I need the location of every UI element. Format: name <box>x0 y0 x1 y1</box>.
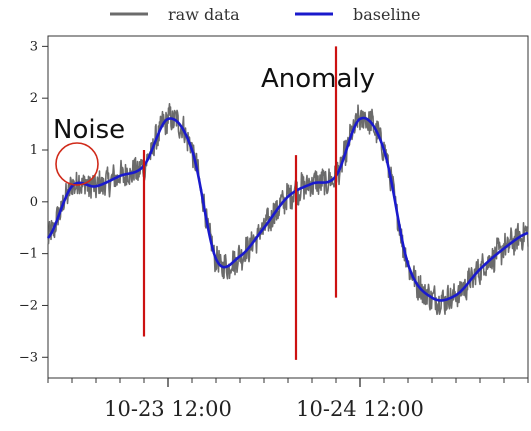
anomaly-annotation: Anomaly <box>261 64 375 94</box>
y-tick-label: −2 <box>19 298 38 313</box>
legend: raw data baseline <box>110 5 420 24</box>
series-raw-data <box>47 103 529 316</box>
y-tick-label: −1 <box>19 247 38 262</box>
y-axis: 3 2 1 0 −1 −2 −3 <box>19 39 48 365</box>
x-axis: 10-23 12:00 10-24 12:00 <box>47 378 529 421</box>
y-tick-label: −3 <box>19 350 38 365</box>
noise-annotation: Noise <box>53 115 125 145</box>
anomaly-markers <box>142 46 338 360</box>
y-tick-label: 0 <box>30 195 38 210</box>
baseline-line <box>47 116 529 302</box>
y-tick-label: 2 <box>30 91 38 106</box>
y-tick-label: 1 <box>30 143 38 158</box>
legend-label-baseline: baseline <box>353 5 420 24</box>
noise-circle <box>55 142 99 186</box>
y-tick-label: 3 <box>30 39 38 54</box>
raw-data-line <box>47 103 529 316</box>
x-tick-label: 10-23 12:00 <box>104 397 232 421</box>
x-tick-label: 10-24 12:00 <box>296 397 424 421</box>
series-baseline <box>47 116 529 302</box>
legend-label-raw: raw data <box>168 5 240 24</box>
